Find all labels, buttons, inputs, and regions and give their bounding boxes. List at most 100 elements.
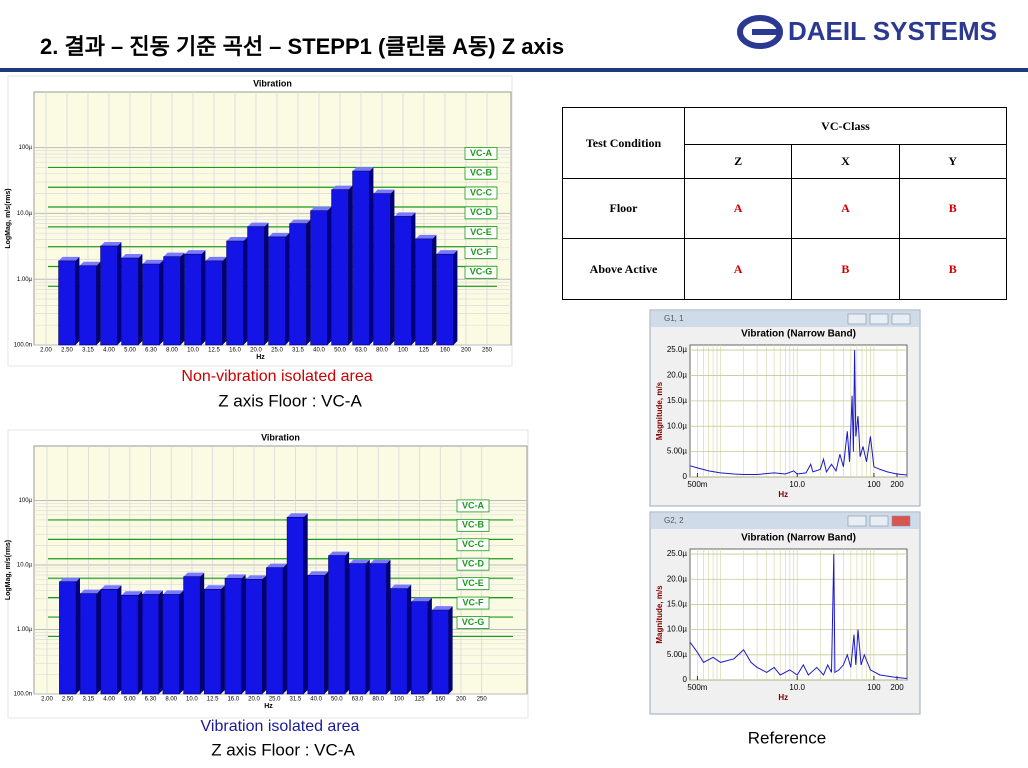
bar bbox=[394, 216, 412, 346]
bar-top bbox=[432, 606, 453, 611]
bar bbox=[100, 245, 118, 346]
x-tick-label: 10.0 bbox=[789, 480, 805, 489]
bar bbox=[411, 601, 429, 695]
x-tick-label: 2.50 bbox=[61, 348, 73, 354]
bar-top bbox=[369, 559, 391, 564]
bar-side bbox=[285, 232, 290, 345]
bar bbox=[204, 589, 222, 695]
bar bbox=[266, 567, 284, 695]
window-button[interactable] bbox=[847, 515, 867, 527]
logo: DAEIL SYSTEMS bbox=[737, 15, 997, 49]
x-tick-label: 40.0 bbox=[313, 348, 325, 354]
bar-side bbox=[96, 261, 101, 345]
bar-top bbox=[247, 222, 269, 227]
bar-side bbox=[264, 222, 269, 345]
x-tick-label: 4.00 bbox=[103, 697, 115, 703]
bar-side bbox=[241, 574, 246, 694]
y-tick-label: 0 bbox=[683, 675, 688, 684]
row-label: Floor bbox=[562, 178, 685, 239]
criterion-label: VC-F bbox=[463, 597, 484, 607]
bar-side bbox=[75, 577, 80, 694]
x-axis-label: Hz bbox=[256, 354, 265, 361]
y-tick-label: 10.0µ bbox=[17, 563, 33, 569]
x-axis-label: Hz bbox=[778, 693, 788, 702]
window-button[interactable] bbox=[891, 313, 911, 325]
x-tick-label: 200 bbox=[461, 348, 472, 354]
bar-top bbox=[163, 252, 185, 257]
bar bbox=[373, 193, 391, 346]
bar bbox=[184, 253, 202, 346]
bar-side bbox=[180, 252, 185, 345]
chart-title: Vibration (Narrow Band) bbox=[741, 329, 856, 340]
bar bbox=[286, 516, 304, 695]
bar-side bbox=[306, 219, 311, 345]
criterion-label-box bbox=[456, 596, 490, 610]
x-tick-label: 31.5 bbox=[292, 348, 304, 354]
bar-side bbox=[262, 575, 267, 694]
criterion-label: VC-B bbox=[462, 520, 484, 530]
bar bbox=[224, 578, 242, 695]
bar-side bbox=[201, 250, 206, 345]
bar-side bbox=[411, 212, 416, 345]
y-tick-label: 20.0µ bbox=[667, 371, 688, 380]
bar-top bbox=[331, 185, 353, 190]
x-tick-label: 6.30 bbox=[145, 697, 157, 703]
row-label: Above Active bbox=[562, 238, 685, 300]
y-tick-label: 1.00µ bbox=[17, 627, 33, 633]
bar bbox=[431, 609, 449, 695]
bar-top bbox=[328, 551, 350, 556]
bar-top bbox=[183, 572, 205, 577]
bar-top bbox=[100, 241, 122, 246]
bar-top bbox=[373, 189, 395, 194]
caption: Non-vibration isolated area bbox=[181, 368, 372, 385]
criterion-label-box bbox=[464, 246, 498, 259]
x-tick-label: 125 bbox=[419, 348, 430, 354]
cell: B bbox=[791, 238, 900, 300]
bar bbox=[79, 593, 97, 695]
bar-side bbox=[158, 590, 163, 694]
x-tick-label: 2.50 bbox=[62, 697, 74, 703]
criterion-label: VC-E bbox=[462, 578, 484, 588]
bar-top bbox=[415, 234, 437, 239]
window-button[interactable] bbox=[891, 515, 911, 527]
y-axis-label: Magnitude, m/s bbox=[655, 381, 664, 440]
x-tick-label: 160 bbox=[435, 697, 446, 703]
bar-side bbox=[138, 591, 143, 694]
bar bbox=[142, 263, 160, 346]
bar bbox=[163, 256, 181, 346]
bar-side bbox=[96, 589, 101, 694]
criterion-label-box bbox=[464, 166, 498, 180]
bar-top bbox=[142, 590, 163, 595]
caption: Vibration isolated area bbox=[201, 718, 360, 735]
y-tick-label: 25.0µ bbox=[667, 345, 688, 354]
bar-top bbox=[287, 513, 308, 518]
x-tick-label: 100 bbox=[867, 480, 881, 489]
y-tick-label: 100µ bbox=[19, 498, 33, 504]
y-tick-label: 1.00µ bbox=[17, 277, 33, 283]
bar-top bbox=[121, 254, 143, 259]
criterion-label: VC-A bbox=[462, 500, 484, 510]
y-tick-label: 100.0n bbox=[14, 692, 32, 698]
bar bbox=[121, 594, 139, 695]
x-tick-label: 80.0 bbox=[376, 348, 388, 354]
bar-side bbox=[427, 597, 432, 694]
bar bbox=[121, 257, 139, 346]
criterion-label-box bbox=[464, 186, 498, 200]
y-tick-label: 15.0µ bbox=[667, 396, 688, 405]
table-subheader: X bbox=[791, 144, 900, 179]
y-tick-label: 5.00µ bbox=[667, 447, 688, 456]
x-tick-label: 100 bbox=[394, 697, 405, 703]
window-button[interactable] bbox=[847, 313, 867, 325]
bar-side bbox=[282, 563, 287, 694]
bar-top bbox=[204, 585, 225, 590]
bar bbox=[162, 594, 180, 695]
plot-area bbox=[689, 548, 908, 681]
bar-side bbox=[453, 250, 458, 345]
window-button[interactable] bbox=[869, 313, 889, 325]
window-button[interactable] bbox=[869, 515, 889, 527]
criterion-label-box bbox=[464, 265, 498, 279]
criterion-label-box bbox=[464, 226, 498, 240]
bar bbox=[245, 579, 263, 695]
bar-top bbox=[436, 250, 458, 255]
